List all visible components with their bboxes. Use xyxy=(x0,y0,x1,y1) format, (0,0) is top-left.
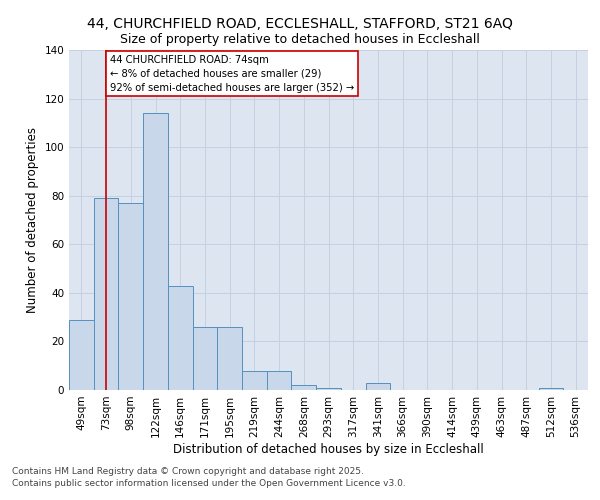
Bar xyxy=(242,370,267,390)
X-axis label: Distribution of detached houses by size in Eccleshall: Distribution of detached houses by size … xyxy=(173,442,484,456)
Bar xyxy=(94,198,118,390)
Text: 44, CHURCHFIELD ROAD, ECCLESHALL, STAFFORD, ST21 6AQ: 44, CHURCHFIELD ROAD, ECCLESHALL, STAFFO… xyxy=(87,18,513,32)
Bar xyxy=(365,382,390,390)
Text: 44 CHURCHFIELD ROAD: 74sqm
← 8% of detached houses are smaller (29)
92% of semi-: 44 CHURCHFIELD ROAD: 74sqm ← 8% of detac… xyxy=(110,55,354,93)
Bar xyxy=(217,327,242,390)
Text: Contains HM Land Registry data © Crown copyright and database right 2025.
Contai: Contains HM Land Registry data © Crown c… xyxy=(12,466,406,487)
Y-axis label: Number of detached properties: Number of detached properties xyxy=(26,127,39,313)
Text: Size of property relative to detached houses in Eccleshall: Size of property relative to detached ho… xyxy=(120,32,480,46)
Bar xyxy=(316,388,341,390)
Bar xyxy=(143,113,168,390)
Bar xyxy=(267,370,292,390)
Bar xyxy=(168,286,193,390)
Bar xyxy=(193,327,217,390)
Bar xyxy=(539,388,563,390)
Bar xyxy=(118,203,143,390)
Bar xyxy=(69,320,94,390)
Bar xyxy=(292,385,316,390)
